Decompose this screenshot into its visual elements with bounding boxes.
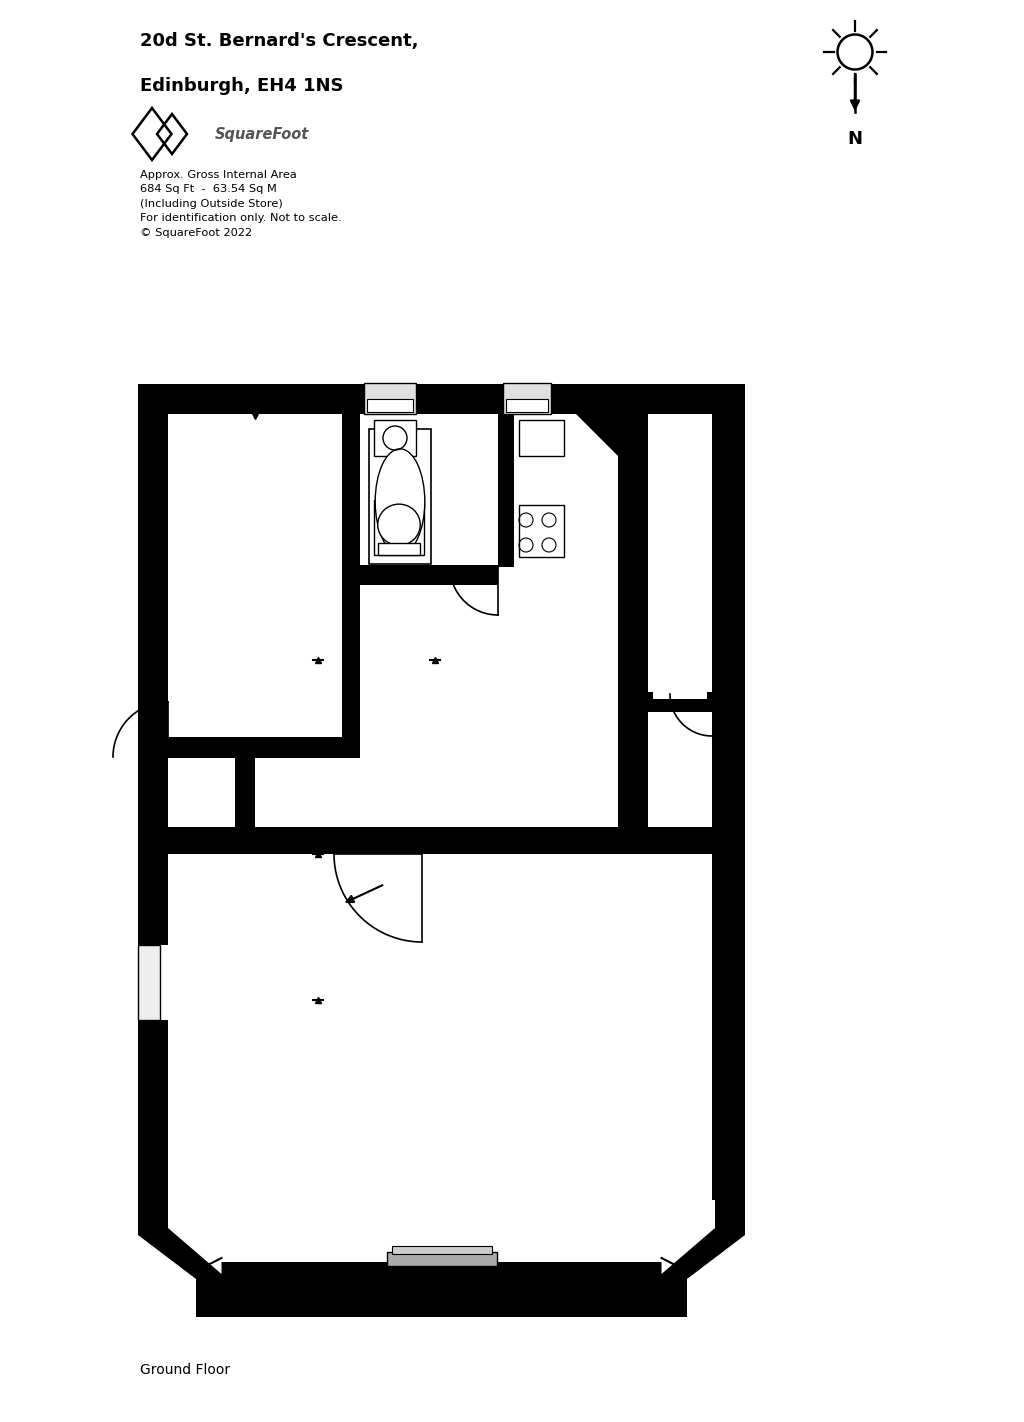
Text: Hall: Hall [393, 698, 417, 711]
Bar [519, 419, 564, 456]
Bar [712, 855, 745, 1200]
Ellipse shape [375, 449, 425, 555]
Bar [138, 946, 160, 1020]
Polygon shape [168, 414, 228, 474]
Text: Ground Floor: Ground Floor [140, 1364, 230, 1376]
Text: Edinburgh, EH4 1NS: Edinburgh, EH4 1NS [140, 77, 343, 95]
Bar [138, 737, 342, 757]
Text: Bedroom 1
15'2" x 11'3"
4.62 x 3.43m: Bedroom 1 15'2" x 11'3" 4.62 x 3.43m [230, 516, 309, 565]
Text: SquareFoot: SquareFoot [215, 127, 309, 142]
Bar [255, 757, 342, 828]
Bar [138, 855, 168, 1200]
Bar [519, 505, 564, 557]
Bar [234, 757, 255, 828]
Bar [653, 677, 707, 700]
Bar [514, 414, 618, 567]
Polygon shape [575, 414, 618, 456]
Bar [342, 660, 360, 757]
Text: 20d St. Bernard's Crescent,: 20d St. Bernard's Crescent, [140, 33, 419, 50]
Bar [374, 419, 416, 456]
Text: Kitchen
8'9" x 6'4"
2.67 x 1.93m: Kitchen 8'9" x 6'4" 2.67 x 1.93m [566, 466, 635, 502]
Bar [342, 414, 360, 660]
Bar [168, 855, 712, 1200]
Text: Store: Store [186, 786, 216, 796]
Polygon shape [168, 414, 342, 660]
Bar [391, 1246, 492, 1254]
Bar [168, 757, 234, 828]
Text: N: N [848, 129, 862, 148]
Bar [648, 476, 712, 694]
Bar [137, 946, 169, 1020]
Polygon shape [168, 1200, 715, 1274]
Bar [618, 476, 648, 694]
Text: Sitting
Room/
Dining
Room
21'8" x 14'7"
6.60 x 4.44m: Sitting Room/ Dining Room 21'8" x 14'7" … [398, 980, 481, 1088]
Ellipse shape [378, 505, 420, 546]
Bar [712, 384, 745, 855]
Bar [618, 384, 648, 855]
Bar [498, 414, 514, 567]
Bar [506, 398, 548, 412]
Bar [342, 660, 618, 757]
Bar [360, 414, 498, 567]
Bar [369, 429, 431, 565]
Bar [503, 383, 551, 414]
Bar [367, 398, 413, 412]
Bar [138, 384, 168, 855]
Bar [138, 828, 745, 855]
Bar [138, 833, 342, 855]
Bar [138, 384, 745, 414]
Text: Outside
Store: Outside Store [669, 565, 691, 607]
Bar [364, 383, 416, 414]
Text: Store: Store [284, 786, 313, 796]
Text: Approx. Gross Internal Area
684 Sq Ft  -  63.54 Sq M
(Including Outside Store)
F: Approx. Gross Internal Area 684 Sq Ft - … [140, 171, 342, 237]
Text: Bathroom: Bathroom [370, 479, 424, 489]
Polygon shape [138, 384, 228, 454]
Bar [360, 565, 498, 584]
Bar [386, 1251, 497, 1266]
Bar [374, 501, 424, 555]
Bar [378, 543, 420, 555]
Bar [138, 738, 360, 758]
Bar [648, 693, 712, 712]
Polygon shape [138, 1200, 745, 1317]
Bar [138, 757, 168, 828]
